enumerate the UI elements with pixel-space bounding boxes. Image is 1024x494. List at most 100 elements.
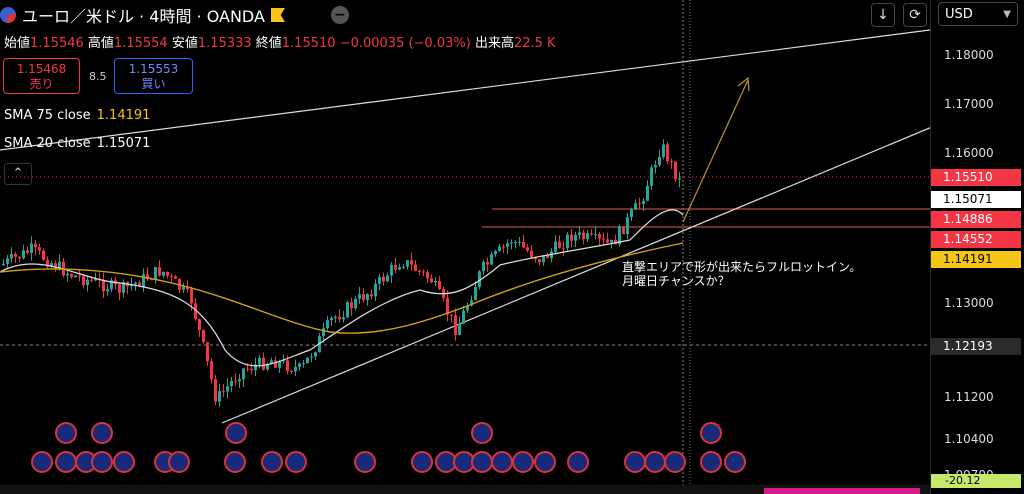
event-marker-icon — [225, 422, 247, 444]
candle-body — [166, 271, 169, 276]
candle-body — [142, 274, 145, 287]
candle-body — [18, 256, 21, 259]
candle-body — [526, 247, 529, 251]
candle-body — [282, 360, 285, 362]
event-marker-icon — [55, 422, 77, 444]
candle-body — [370, 294, 373, 297]
bottom-toolbar — [0, 485, 930, 494]
candle-body — [150, 279, 153, 281]
event-marker-icon — [91, 422, 113, 444]
candle-body — [66, 273, 69, 276]
candle-body — [110, 280, 113, 290]
chart-area[interactable] — [0, 0, 930, 494]
candle-body — [86, 279, 89, 285]
event-marker-icon — [168, 451, 190, 473]
candle-body — [94, 278, 97, 281]
sma20-legend[interactable]: SMA 20 close 1.15071 — [4, 136, 150, 151]
sma75-value: 1.14191 — [96, 108, 151, 123]
candle-body — [58, 261, 61, 269]
candle-body — [254, 364, 257, 371]
candle-body — [622, 226, 625, 234]
candle-body — [478, 271, 481, 287]
symbol-title[interactable]: ユーロ／米ドル · 4時間 · OANDA — [22, 7, 265, 26]
event-marker-icon — [31, 451, 53, 473]
candle-body — [338, 316, 341, 320]
candle-body — [314, 352, 317, 357]
candle-body — [106, 289, 109, 292]
candle-body — [422, 271, 425, 273]
candle-body — [578, 232, 581, 235]
candle-body — [438, 281, 441, 290]
candle-body — [418, 270, 421, 272]
indicator-bottom-value: -20.12 — [931, 474, 1021, 488]
candle-body — [450, 314, 453, 316]
candle-body — [434, 281, 437, 283]
currency-select[interactable]: USD ▼ — [938, 2, 1018, 26]
price-label: 1.14191 — [931, 251, 1021, 268]
candle-body — [354, 298, 357, 309]
candle-body — [266, 363, 269, 370]
sma75-legend[interactable]: SMA 75 close 1.14191 — [4, 108, 150, 123]
candle-body — [6, 258, 9, 264]
candle-body — [30, 243, 33, 253]
ohlc-legend: 始値1.15546 高値1.15554 安値1.15333 終値1.15510 … — [4, 32, 556, 51]
candle-body — [534, 257, 537, 260]
sell-button[interactable]: 1.15468 売り — [3, 58, 80, 94]
event-marker-icon — [624, 451, 646, 473]
candle-body — [26, 250, 29, 253]
candlestick-chart[interactable] — [0, 0, 930, 494]
candle-body — [262, 357, 265, 370]
chart-header: ユーロ／米ドル · 4時間 · OANDA − — [0, 4, 349, 26]
candle-body — [398, 267, 401, 270]
buy-label: 買い — [141, 77, 166, 91]
candle-body — [14, 254, 17, 257]
candle-body — [74, 275, 77, 278]
candle-body — [454, 315, 457, 335]
candle-body — [274, 360, 277, 368]
candle-body — [414, 264, 417, 271]
collapse-legend-button[interactable]: ⌃ — [4, 163, 32, 185]
candle-body — [310, 356, 313, 358]
candle-body — [646, 185, 649, 201]
candle-body — [226, 386, 229, 392]
candle-body — [670, 161, 673, 163]
price-tick-label: 1.18000 — [944, 48, 994, 62]
candle-body — [502, 246, 505, 248]
candle-body — [394, 264, 397, 270]
candle-body — [102, 280, 105, 292]
close-value: 1.15510 — [281, 36, 336, 51]
refresh-icon: ⟳ — [909, 7, 921, 23]
candle-body — [90, 279, 93, 281]
candle-body — [70, 273, 73, 278]
candle-body — [658, 157, 661, 166]
chart-annotation[interactable]: 直撃エリアで形が出来たらフルロットイン。 月曜日チャンスか？ — [622, 260, 861, 288]
event-marker-icon — [534, 451, 556, 473]
collapse-icon[interactable]: − — [330, 6, 349, 24]
sma75-line — [0, 242, 684, 334]
buy-button[interactable]: 1.15553 買い — [114, 58, 193, 94]
candle-body — [170, 275, 173, 277]
candle-body — [210, 361, 213, 380]
candle-body — [610, 239, 613, 243]
candle-body — [162, 271, 165, 276]
candle-body — [34, 243, 37, 248]
projection-arrow — [682, 79, 749, 223]
bookmark-flag-icon[interactable] — [270, 8, 285, 22]
candle-body — [466, 305, 469, 311]
candle-body — [486, 261, 489, 265]
candle-body — [674, 161, 677, 180]
candle-body — [574, 234, 577, 241]
scroll-down-button[interactable]: ↓ — [871, 3, 895, 27]
candle-body — [46, 259, 49, 267]
candle-body — [54, 263, 57, 269]
candle-body — [542, 255, 545, 263]
candle-body — [518, 241, 521, 243]
eur-usd-flag-icon — [0, 7, 16, 23]
event-marker-icon — [91, 451, 113, 473]
event-marker-icon — [55, 451, 77, 473]
sma75-label: SMA 75 close — [4, 108, 91, 123]
event-marker-icon — [411, 451, 433, 473]
sync-button[interactable]: ⟳ — [903, 3, 927, 27]
candle-body — [474, 286, 477, 301]
candle-body — [630, 209, 633, 218]
